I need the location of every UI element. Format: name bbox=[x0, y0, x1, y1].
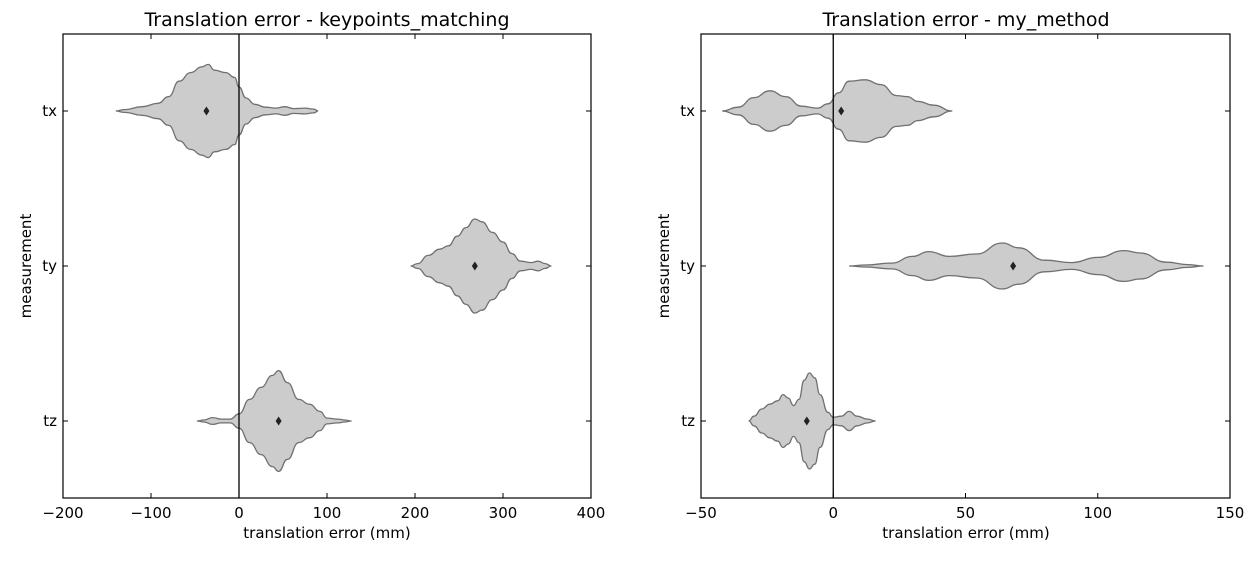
violin-tz bbox=[196, 369, 352, 473]
x-tick-label: 400 bbox=[577, 504, 606, 522]
chart-title: Translation error - my_method bbox=[821, 9, 1109, 31]
y-tick-label-tx: tx bbox=[680, 102, 695, 120]
violin-tz bbox=[748, 372, 876, 470]
x-tick-label: 150 bbox=[1216, 504, 1245, 522]
x-axis-label: translation error (mm) bbox=[882, 524, 1049, 542]
plot-frame bbox=[62, 33, 592, 499]
violin-ty bbox=[849, 242, 1204, 290]
x-tick-label: −50 bbox=[685, 504, 717, 522]
y-tick-label-ty: ty bbox=[680, 257, 695, 275]
violin-tx bbox=[722, 79, 953, 143]
chart-my-method: Translation error - my_method measuremen… bbox=[655, 9, 1244, 542]
y-tick-label-tx: tx bbox=[42, 102, 57, 120]
chart-title: Translation error - keypoints_matching bbox=[143, 9, 509, 31]
violins bbox=[115, 63, 552, 473]
x-tick-label: 300 bbox=[489, 504, 518, 522]
x-tick-label: 100 bbox=[313, 504, 342, 522]
x-axis-label: translation error (mm) bbox=[243, 524, 410, 542]
violin-ty bbox=[410, 218, 552, 314]
tick-labels: −50 0 50 100 150 tx ty tz bbox=[680, 102, 1244, 522]
chart-keypoints-matching: Translation error - keypoints_matching m… bbox=[17, 9, 605, 542]
y-tick-label-ty: ty bbox=[42, 257, 57, 275]
median-marker-tx bbox=[203, 106, 210, 116]
median-marker-ty bbox=[471, 261, 478, 271]
median-marker-ty bbox=[1010, 261, 1017, 271]
violins bbox=[722, 79, 1204, 470]
x-tick-label: 50 bbox=[956, 504, 975, 522]
plot-frame bbox=[700, 33, 1231, 499]
y-axis-label: measurement bbox=[17, 214, 35, 319]
x-tick-label: 0 bbox=[828, 504, 838, 522]
median-marker-tz bbox=[803, 416, 810, 426]
x-tick-label: −200 bbox=[42, 504, 83, 522]
x-tick-label: 0 bbox=[234, 504, 244, 522]
median-marker-tz bbox=[275, 416, 282, 426]
x-tick-label: 100 bbox=[1083, 504, 1112, 522]
violin-tx bbox=[115, 63, 319, 159]
y-tick-label-tz: tz bbox=[681, 412, 695, 430]
tick-labels: −200 −100 0 100 200 300 400 tx ty tz bbox=[42, 102, 605, 522]
ticks bbox=[62, 34, 592, 498]
median-marker-tx bbox=[838, 106, 845, 116]
x-tick-label: −100 bbox=[130, 504, 171, 522]
y-tick-label-tz: tz bbox=[43, 412, 57, 430]
y-axis-label: measurement bbox=[655, 214, 673, 319]
x-tick-label: 200 bbox=[401, 504, 430, 522]
